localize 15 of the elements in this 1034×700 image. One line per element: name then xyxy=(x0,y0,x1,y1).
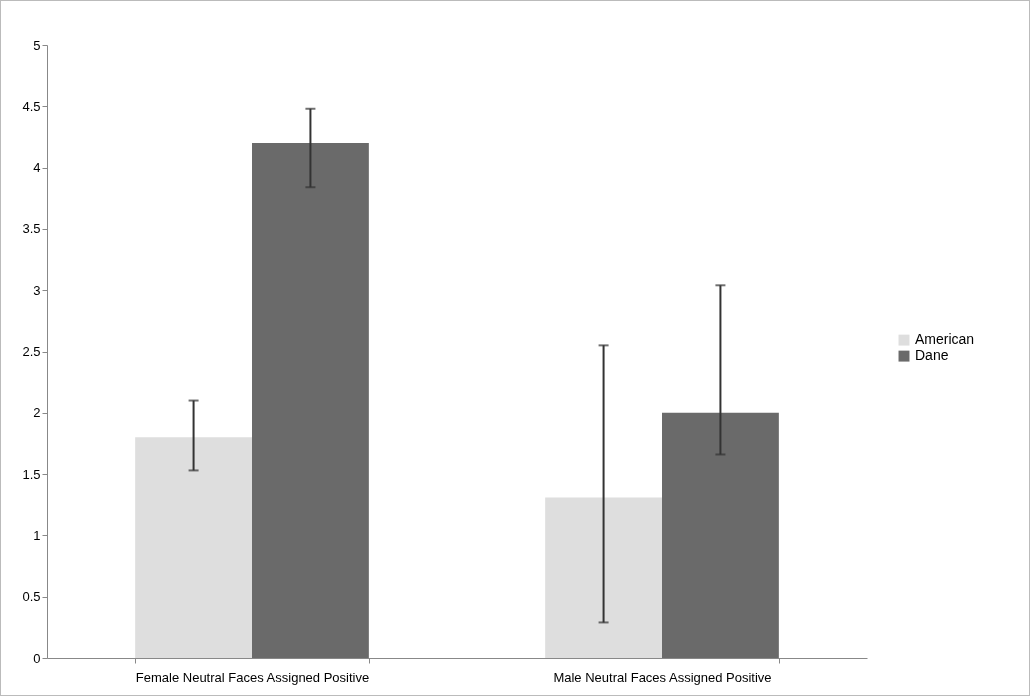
y-tick-label: 1 xyxy=(33,527,41,543)
y-tick-label: 3.5 xyxy=(22,221,41,237)
y-tick-label: 3 xyxy=(33,282,41,298)
y-tick-label: 2.5 xyxy=(22,344,41,359)
x-tick-label: Male Neutral Faces Assigned Positive xyxy=(553,669,772,685)
y-tick-label: 0 xyxy=(33,650,41,666)
y-tick-label: 5 xyxy=(33,37,41,53)
x-tick-label: Female Neutral Faces Assigned Positive xyxy=(135,669,370,685)
legend-label: Dane xyxy=(915,347,949,364)
y-tick-label: 1.5 xyxy=(22,466,41,482)
y-tick-label: 4 xyxy=(33,160,41,176)
y-tick-label: 2 xyxy=(33,405,41,421)
y-tick-label: 4.5 xyxy=(22,98,41,114)
y-tick-label: 0.5 xyxy=(22,589,41,605)
legend-label: American xyxy=(915,331,975,348)
